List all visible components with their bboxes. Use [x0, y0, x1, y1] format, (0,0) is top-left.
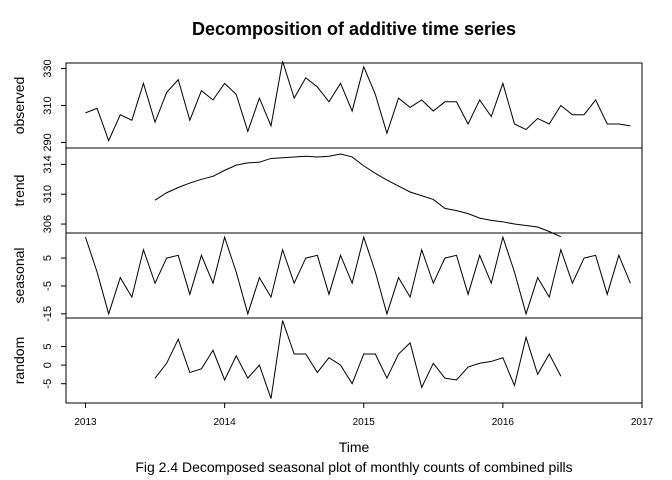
x-tick-label: 2015 — [353, 417, 376, 428]
y-tick-label: 330 — [42, 59, 54, 77]
x-tick-label: 2014 — [213, 417, 236, 428]
y-tick-label: 5 — [42, 344, 54, 350]
series-line-seasonal — [85, 235, 631, 316]
panel-label-trend: trend — [11, 175, 27, 207]
panel-frame — [65, 147, 643, 234]
y-tick-label: -5 — [42, 281, 54, 291]
series-line-random — [154, 320, 562, 399]
y-tick-label: 0 — [42, 362, 54, 368]
panel-trend: 306 310 314 trend — [11, 147, 643, 238]
y-tick-label: 290 — [42, 133, 54, 151]
y-tick-label: 310 — [42, 185, 54, 203]
chart-title: Decomposition of additive time series — [192, 19, 516, 39]
panels-group: 290 310 330 observed 306 310 314 trend -15 -5 5 sea… — [11, 59, 643, 404]
panel-seasonal: -15 -5 5 seasonal — [11, 232, 643, 322]
y-tick-label: -15 — [42, 306, 54, 322]
x-axis: 2013 2014 2015 2016 2017 — [74, 403, 654, 428]
y-tick-label: 306 — [42, 215, 54, 233]
figure-caption: Fig 2.4 Decomposed seasonal plot of mont… — [135, 459, 572, 475]
panel-frame — [65, 317, 643, 404]
y-tick-label: -5 — [42, 379, 54, 389]
y-tick-label: 314 — [42, 155, 54, 173]
panel-label-seasonal: seasonal — [11, 247, 27, 303]
panel-label-observed: observed — [11, 77, 27, 135]
series-line-observed — [85, 61, 631, 142]
x-axis-label: Time — [339, 439, 370, 455]
panel-label-random: random — [11, 337, 27, 384]
y-tick-label: 5 — [42, 255, 54, 261]
panel-random: -5 0 5 random — [11, 317, 643, 404]
panel-observed: 290 310 330 observed — [11, 59, 643, 152]
x-tick-label: 2013 — [74, 417, 97, 428]
series-line-trend — [154, 153, 562, 238]
y-tick-label: 310 — [42, 96, 54, 114]
x-tick-label: 2016 — [492, 417, 515, 428]
x-tick-label: 2017 — [631, 417, 654, 428]
